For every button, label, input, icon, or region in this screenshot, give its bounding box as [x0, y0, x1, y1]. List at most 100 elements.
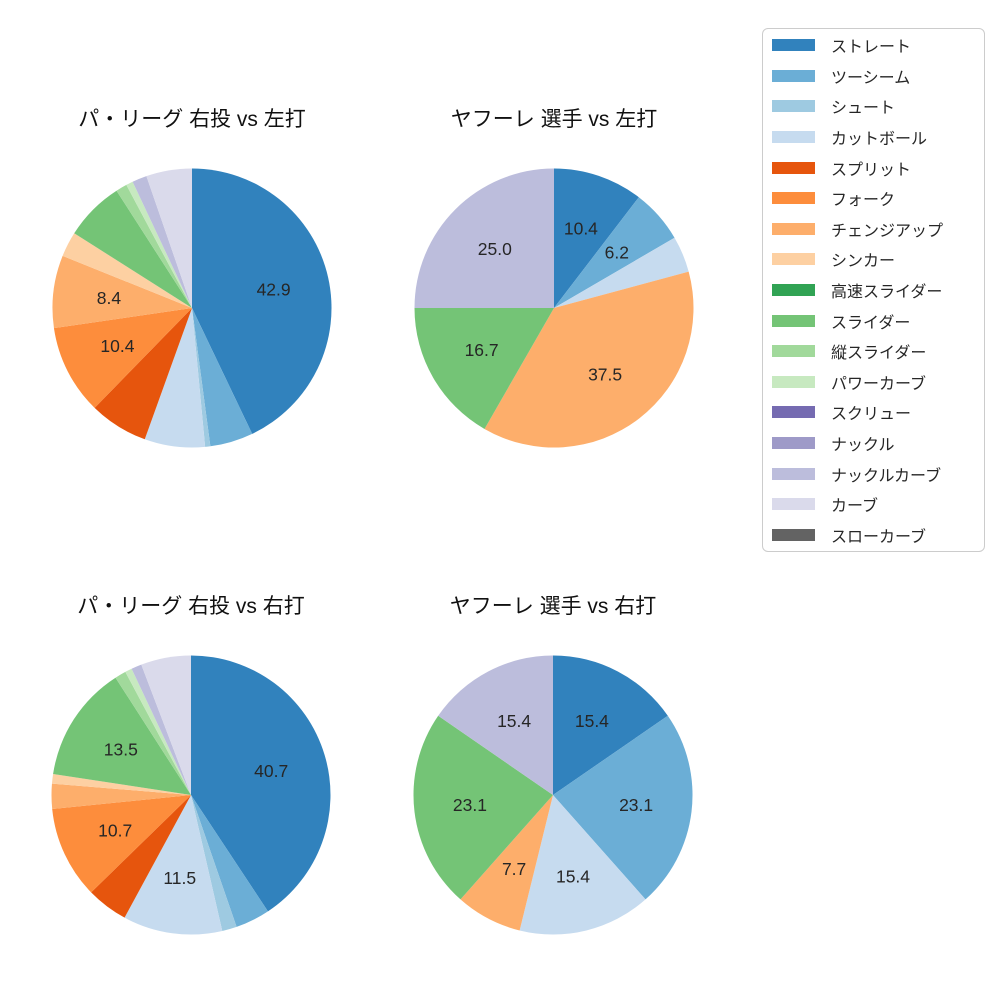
chart-title: パ・リーグ 右投 vs 左打 [78, 108, 306, 131]
legend-label: スローカーブ [831, 528, 927, 546]
legend-label: 高速スライダー [831, 283, 943, 301]
legend-swatch-icon [772, 100, 815, 113]
legend-item: ナックル [763, 429, 984, 458]
legend-label: ストレート [831, 39, 912, 57]
legend-swatch-icon [772, 498, 815, 511]
pie-slice-label: 10.7 [98, 820, 132, 840]
legend-swatch-icon [772, 375, 815, 388]
pie-slice [146, 168, 192, 308]
pie-slice [192, 308, 253, 447]
legend-swatch-icon [772, 130, 815, 143]
legend-label: ナックル [831, 437, 895, 455]
pie-slice-label: 15.4 [556, 866, 590, 886]
legend-label: シュート [831, 100, 896, 118]
pie-slice [53, 677, 191, 795]
pie-slice-label: 11.5 [163, 868, 196, 888]
pie-slice [51, 783, 191, 809]
legend-item: 高速スライダー [763, 275, 984, 304]
legend-swatch-icon [772, 406, 815, 419]
legend-label: スプリット [831, 161, 912, 179]
pie-slice [191, 655, 331, 912]
pie-slice [191, 795, 237, 931]
pie-slice [460, 795, 553, 931]
pie-slice [62, 233, 192, 308]
pie-slice-label: 15.4 [575, 711, 609, 731]
pie-slice [438, 655, 553, 795]
pie-slice-label: 16.7 [465, 340, 499, 360]
legend-item: シンカー [763, 245, 984, 274]
pie-slice-label: 7.7 [502, 859, 526, 879]
pie-slice-label: 40.7 [254, 761, 288, 781]
pie-slice [553, 715, 693, 900]
legend: ストレートツーシームシュートカットボール スプリットフォークチェンジアップ シンカー… [762, 28, 985, 552]
pie-slice [554, 168, 639, 308]
legend-swatch-icon [772, 314, 815, 327]
legend-label: フォーク [831, 192, 896, 210]
legend-item: 縦スライダー [763, 337, 984, 366]
legend-swatch-icon [772, 283, 815, 296]
pie-slice [52, 255, 192, 329]
legend-swatch-icon [772, 467, 815, 480]
pie-slice-label: 8.4 [97, 288, 122, 308]
pie-slice-label: 25.0 [478, 239, 512, 259]
pie-slice-label: 10.4 [564, 219, 598, 239]
pie-slice [51, 774, 191, 795]
legend-swatch-icon [772, 437, 815, 450]
legend-item: カーブ [763, 490, 984, 519]
pie-slice [131, 664, 191, 795]
pie-slice-label: 23.1 [453, 795, 487, 815]
legend-swatch-icon [772, 222, 815, 235]
chart-title: パ・リーグ 右投 vs 右打 [77, 595, 305, 618]
legend-item: シュート [763, 92, 984, 121]
pie-slice [192, 308, 211, 447]
pie-slice-label: 37.5 [588, 364, 622, 384]
legend-item: ナックルカーブ [763, 459, 984, 488]
pie-slice-label: 13.5 [104, 740, 138, 760]
legend-label: ツーシーム [831, 69, 911, 87]
legend-swatch-icon [772, 345, 815, 358]
pie-slice-label: 10.4 [100, 336, 134, 356]
legend-swatch-icon [772, 161, 815, 174]
pie-slice [141, 655, 191, 795]
pie-slice [414, 168, 554, 308]
pie-svg-yafure-vs-lhb: 10.4 6.2 37.5 16.7 25.0 [414, 168, 694, 448]
pie-slice [94, 308, 192, 440]
legend-label: ナックルカーブ [831, 467, 942, 485]
legend-item: パワーカーブ [763, 367, 984, 396]
legend-item: カットボール [763, 122, 984, 151]
pie-svg-pa-league-rhp-vs-rhb: 40.7 11.5 10.7 13.5 [51, 655, 331, 935]
pie-slice [554, 237, 689, 308]
chart-title: ヤフーレ 選手 vs 右打 [449, 595, 657, 618]
pie-slice [74, 190, 192, 308]
legend-swatch-icon [772, 528, 815, 541]
pie-slice [554, 197, 675, 308]
legend-item: チェンジアップ [763, 214, 984, 243]
pie-slice [126, 181, 192, 308]
pie-slice [413, 715, 553, 900]
legend-label: カットボール [831, 130, 928, 148]
legend-item: ツーシーム [763, 61, 984, 90]
pie-slice [53, 308, 192, 408]
legend-item: スプリット [763, 153, 984, 182]
pie-svg-pa-league-rhp-vs-lhb: 42.9 10.4 8.4 [52, 168, 332, 448]
legend-label: カーブ [831, 498, 879, 516]
pie-slice [192, 168, 332, 434]
legend-item: ストレート [763, 31, 984, 60]
pie-slice-label: 6.2 [605, 243, 629, 263]
legend-label: チェンジアップ [831, 222, 944, 240]
legend-swatch-icon [772, 69, 815, 82]
legend-label: パワーカーブ [831, 375, 927, 393]
legend-label: 縦スライダー [831, 345, 927, 363]
legend-swatch-icon [772, 253, 815, 266]
pie-slice-label: 15.4 [497, 711, 531, 731]
pie-slice [125, 668, 191, 795]
pie-slice [91, 795, 191, 918]
legend-swatch-icon [772, 39, 815, 52]
pie-slice [484, 271, 694, 448]
pie-slice [191, 795, 268, 927]
legend-label: スライダー [831, 314, 911, 332]
legend-item: スローカーブ [763, 520, 984, 549]
legend-label: シンカー [831, 253, 896, 271]
pie-slice [553, 655, 668, 795]
